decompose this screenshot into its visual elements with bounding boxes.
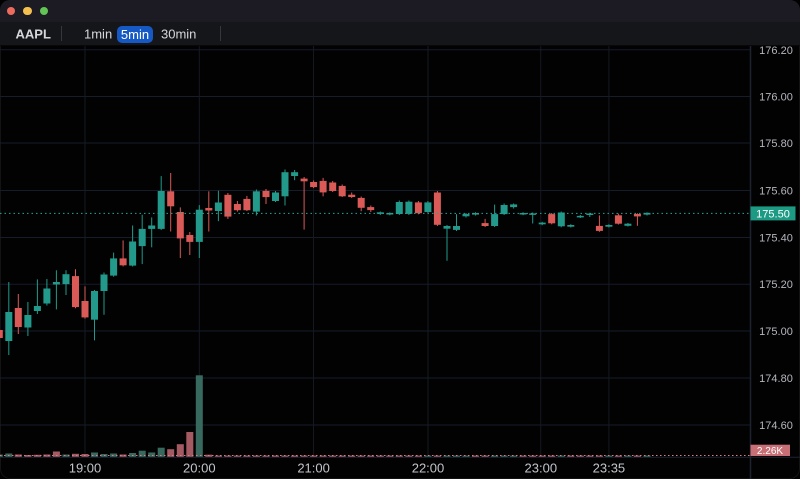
svg-text:174.60: 174.60 (759, 420, 793, 432)
svg-text:175.60: 175.60 (759, 186, 793, 198)
svg-text:23:35: 23:35 (593, 461, 626, 476)
svg-text:176.00: 176.00 (759, 92, 793, 104)
svg-text:22:00: 22:00 (412, 461, 445, 476)
svg-text:23:00: 23:00 (525, 461, 558, 476)
svg-text:174.80: 174.80 (759, 373, 793, 385)
svg-text:19:00: 19:00 (69, 461, 102, 476)
svg-text:20:00: 20:00 (183, 461, 216, 476)
svg-text:175.80: 175.80 (759, 138, 793, 150)
svg-text:175.50: 175.50 (756, 208, 790, 220)
svg-text:175.40: 175.40 (759, 233, 793, 245)
svg-text:176.20: 176.20 (759, 46, 793, 57)
svg-text:175.20: 175.20 (759, 279, 793, 291)
svg-text:175.00: 175.00 (759, 326, 793, 338)
svg-text:21:00: 21:00 (297, 461, 330, 476)
svg-text:2.26K: 2.26K (757, 446, 783, 457)
